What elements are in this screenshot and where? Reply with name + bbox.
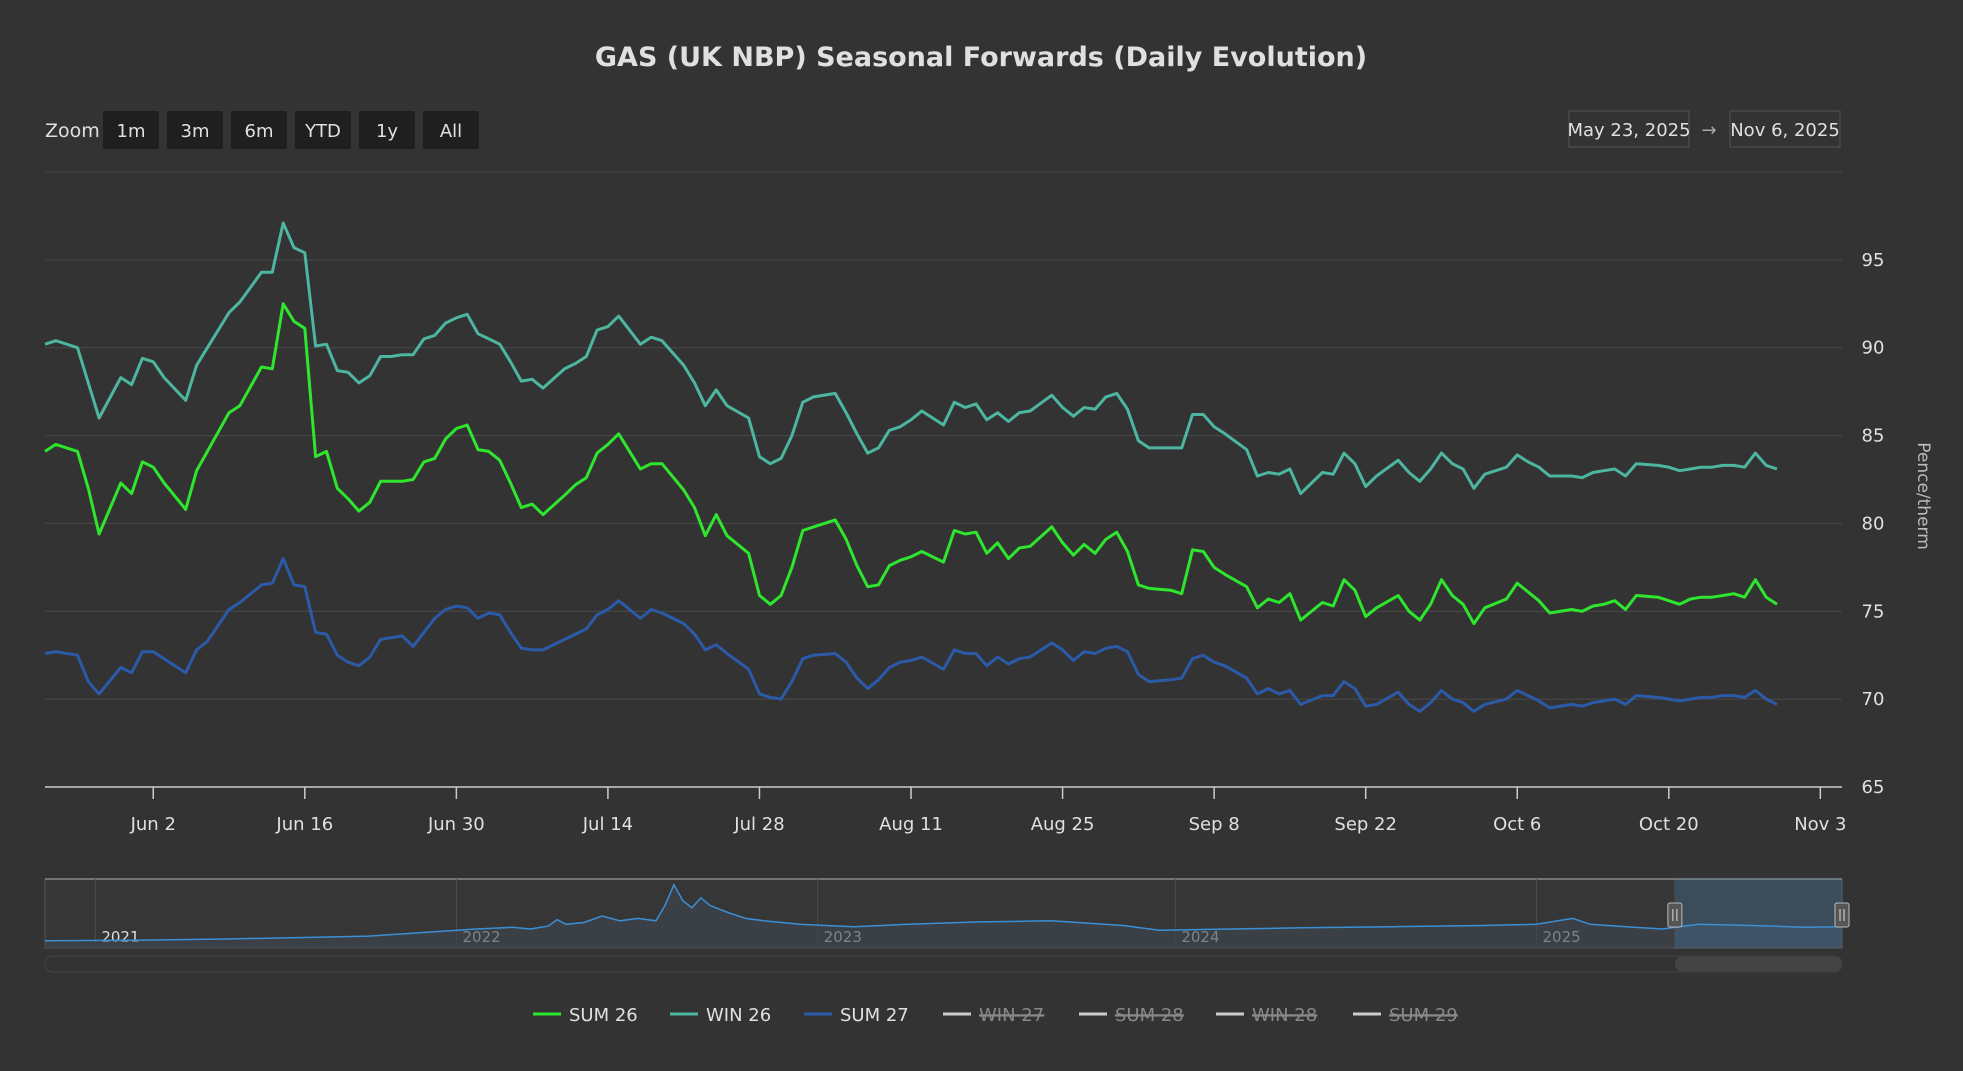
x-tick-label: Jun 30 [427, 814, 485, 835]
legend-item-sum-26[interactable]: SUM 26 [533, 1005, 638, 1026]
y-tick-label: 70 [1862, 689, 1885, 710]
svg-text:6m: 6m [245, 121, 274, 142]
legend-item-sum-29[interactable]: SUM 29 [1353, 1005, 1458, 1026]
zoom-button-all[interactable]: All [423, 111, 479, 149]
legend-item-win-27[interactable]: WIN 27 [943, 1005, 1045, 1026]
x-tick-label: Sep 22 [1334, 814, 1397, 835]
svg-text:1y: 1y [376, 121, 398, 142]
y-tick-label: 75 [1862, 601, 1885, 622]
x-tick-label: Nov 3 [1794, 814, 1846, 835]
range-from-input[interactable]: May 23, 2025 [1567, 110, 1691, 148]
chart-title: GAS (UK NBP) Seasonal Forwards (Daily Ev… [595, 42, 1367, 73]
x-tick-label: Oct 20 [1639, 814, 1699, 835]
legend: SUM 26 WIN 26 SUM 27 WIN 27 SUM 28 WIN 28 SUM … [533, 1005, 1458, 1026]
zoom-button-6m[interactable]: 6m [231, 111, 287, 149]
navigator-series-line [44, 883, 1843, 942]
legend-item-win-28[interactable]: WIN 28 [1216, 1005, 1318, 1026]
y-tick-label: 90 [1862, 338, 1885, 359]
legend-label: SUM 27 [840, 1005, 909, 1026]
zoom-button-3m[interactable]: 3m [167, 111, 223, 149]
legend-item-sum-28[interactable]: SUM 28 [1079, 1005, 1184, 1026]
zoom-label: Zoom [45, 120, 100, 142]
x-tick-label: Sep 8 [1189, 814, 1240, 835]
legend-item-sum-27[interactable]: SUM 27 [804, 1005, 909, 1026]
series-line-win-26[interactable] [44, 221, 1778, 496]
svg-text:All: All [440, 121, 462, 142]
plot-area[interactable] [44, 221, 1778, 713]
scrollbar-track[interactable] [44, 955, 1843, 973]
svg-text:3m: 3m [181, 121, 210, 142]
series-line-sum-26[interactable] [44, 302, 1778, 626]
y-axis: 65 70 75 80 85 90 95 [1862, 250, 1885, 798]
gridlines [45, 171, 1842, 700]
svg-text:YTD: YTD [304, 121, 341, 142]
zoom-button-1y[interactable]: 1y [359, 111, 415, 149]
x-tick-label: Jul 28 [733, 814, 784, 835]
x-tick-label: Jun 2 [130, 814, 176, 835]
svg-text:1m: 1m [117, 121, 146, 142]
x-tick-label: Aug 11 [879, 814, 943, 835]
y-tick-label: 80 [1862, 513, 1885, 534]
x-tick-label: Jun 16 [275, 814, 333, 835]
zoom-button-ytd[interactable]: YTD [295, 111, 351, 149]
navigator-area [45, 884, 1842, 948]
x-axis: Jun 2 Jun 16 Jun 30 Jul 14 Jul 28 Aug 11 Aug 2… [45, 786, 1847, 835]
navigator-handle-right[interactable] [1834, 902, 1850, 928]
y-tick-label: 95 [1862, 250, 1885, 271]
legend-label: WIN 26 [706, 1005, 771, 1026]
svg-text:May 23, 2025: May 23, 2025 [1567, 120, 1690, 141]
navigator-selection[interactable] [1674, 878, 1843, 949]
x-tick-label: Aug 25 [1031, 814, 1095, 835]
range-arrow: → [1701, 120, 1716, 141]
y-axis-label: Pence/therm [1913, 442, 1933, 550]
y-tick-label: 65 [1862, 777, 1885, 798]
x-tick-label: Oct 6 [1493, 814, 1541, 835]
navigator[interactable]: 20212022202320242025 [44, 878, 1850, 973]
zoom-button-1m[interactable]: 1m [103, 111, 159, 149]
scrollbar-thumb[interactable] [1674, 957, 1842, 971]
y-tick-label: 85 [1862, 426, 1885, 447]
navigator-handle-left[interactable] [1667, 902, 1683, 928]
svg-text:Nov 6, 2025: Nov 6, 2025 [1730, 120, 1840, 141]
x-tick-label: Jul 14 [582, 814, 633, 835]
series-line-sum-27[interactable] [44, 557, 1778, 713]
legend-label: SUM 26 [569, 1005, 638, 1026]
legend-item-win-26[interactable]: WIN 26 [670, 1005, 771, 1026]
range-to-input[interactable]: Nov 6, 2025 [1729, 110, 1841, 148]
